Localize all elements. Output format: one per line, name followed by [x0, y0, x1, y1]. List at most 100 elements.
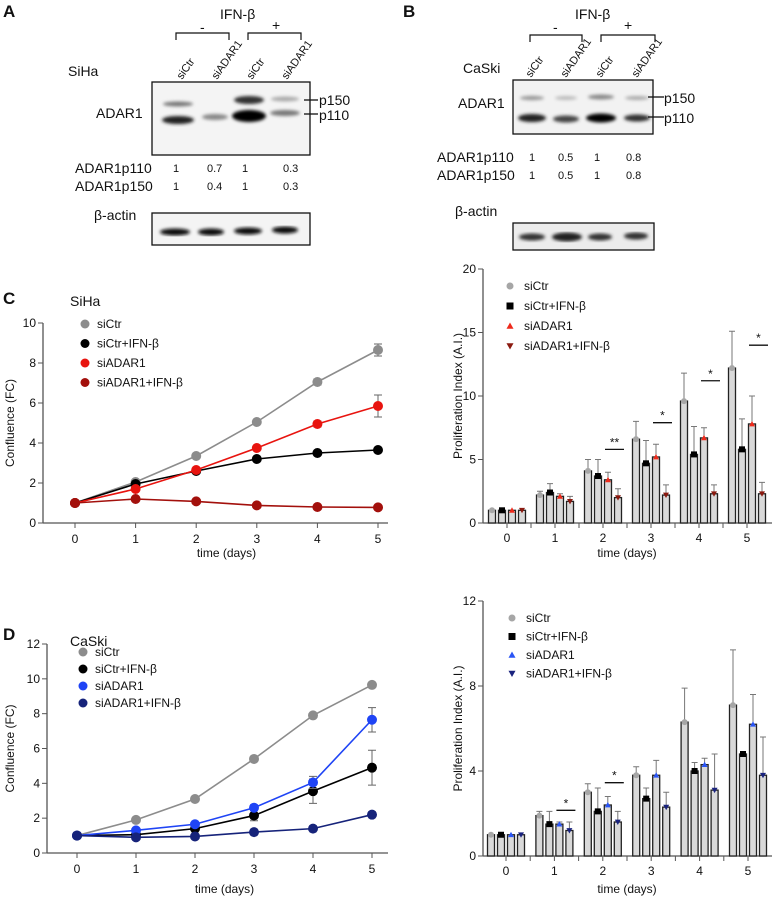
- mean-marker: [585, 467, 591, 474]
- y-tick-label: 4: [29, 436, 36, 450]
- data-point: [312, 377, 323, 387]
- y-axis-label: Confluence (FC): [3, 379, 17, 467]
- quant-value: 1: [594, 152, 600, 164]
- series-line: [74, 449, 379, 504]
- legend-marker: [506, 282, 514, 290]
- data-point: [191, 465, 202, 475]
- series-siCtr+IFN-β: [496, 751, 748, 857]
- significance-label: *: [756, 331, 761, 345]
- y-tick-label: 10: [23, 316, 37, 330]
- quant-value: 0.3: [283, 163, 298, 175]
- error-bar: [663, 791, 670, 808]
- y-tick-label: 8: [33, 707, 40, 721]
- lane-label: siCtr: [524, 54, 547, 80]
- bar: [709, 493, 719, 524]
- data-point: [367, 762, 377, 773]
- x-tick-label: 3: [648, 531, 655, 545]
- series-line: [74, 498, 379, 509]
- bar: [689, 453, 699, 524]
- data-point: [190, 831, 200, 842]
- mean-marker: [739, 446, 745, 453]
- mean-marker: [643, 795, 650, 802]
- bar: [486, 834, 496, 857]
- lane-label: siADAR1: [559, 36, 594, 79]
- mean-marker: [759, 491, 765, 497]
- legend-marker: [80, 339, 90, 348]
- loading-control-label: β-actin: [455, 203, 497, 219]
- legend-marker: [506, 322, 514, 329]
- error-bar: [760, 736, 766, 776]
- x-tick-label: 0: [72, 532, 79, 546]
- data-point: [191, 451, 202, 461]
- y-tick-label: 12: [27, 637, 41, 651]
- legend-marker: [78, 681, 88, 691]
- y-axis-label: Confluence (FC): [3, 704, 17, 792]
- mean-marker: [663, 492, 669, 499]
- bar: [710, 789, 719, 857]
- quant-value: 0.5: [558, 170, 573, 182]
- y-tick-label: 0: [469, 849, 476, 863]
- bar: [642, 797, 651, 857]
- mean-marker: [615, 495, 621, 501]
- mean-marker: [691, 768, 698, 774]
- error-bar: [681, 687, 688, 723]
- legend-marker: [506, 302, 514, 310]
- quant-value: 1: [529, 170, 535, 182]
- x-tick-label: 2: [599, 864, 606, 878]
- mean-marker: [681, 719, 688, 726]
- mean-marker: [546, 821, 553, 828]
- error-bar: [711, 753, 718, 791]
- x-tick-label: 4: [314, 532, 321, 546]
- mean-marker: [663, 804, 670, 811]
- cell-line-label: SiHa: [70, 293, 101, 309]
- minus-label: -: [200, 19, 205, 35]
- error-bar: [749, 395, 755, 424]
- mean-marker: [547, 489, 553, 496]
- data-point: [373, 345, 383, 355]
- mean-marker: [566, 828, 573, 834]
- data-point: [308, 710, 318, 721]
- bar: [662, 806, 671, 857]
- x-tick-label: 2: [600, 531, 607, 545]
- bar: [565, 829, 574, 857]
- y-tick-label: 4: [33, 776, 40, 790]
- legend-label: siADAR1: [526, 648, 575, 662]
- series-siADAR1+IFN-β: [517, 481, 767, 524]
- quant-values: 1 0.5 1 0.8 1 0.5 1 0.8: [529, 152, 641, 182]
- error-bar: [739, 418, 745, 450]
- data-point: [249, 827, 259, 838]
- lane-label: siADAR1: [210, 38, 245, 81]
- series-siCtr: [486, 649, 738, 857]
- y-tick-label: 12: [463, 594, 477, 608]
- bar: [583, 470, 593, 524]
- C-proliferation-chart: 0 5 10 15 20 Proliferation Index (A.I.) 0 1 2 3 4 5…: [451, 262, 772, 560]
- bar: [613, 821, 622, 857]
- protein-label: ADAR1: [96, 105, 143, 121]
- bar: [555, 495, 565, 524]
- x-tick-label: 4: [696, 864, 703, 878]
- legend-marker: [80, 378, 90, 387]
- bar: [555, 823, 564, 857]
- lane-bracket: [175, 32, 302, 40]
- mean-marker: [711, 491, 717, 497]
- mean-marker: [653, 772, 660, 778]
- series-siADAR1: [72, 707, 377, 841]
- quant-value: 1: [529, 152, 535, 164]
- quant-row-label: ADAR1p110: [75, 160, 152, 176]
- mean-marker: [643, 460, 649, 467]
- legend-label: siCtr+IFN-β: [526, 630, 588, 644]
- y-tick-label: 5: [469, 453, 476, 467]
- lane-label: siADAR1: [630, 36, 665, 79]
- cell-line-label: CaSki: [463, 60, 500, 76]
- data-point: [131, 825, 141, 836]
- quant-value: 1: [173, 163, 179, 175]
- legend-label: siADAR1: [97, 356, 146, 370]
- quant-value: 1: [242, 181, 248, 193]
- significance-label: *: [612, 769, 617, 783]
- series-line: [76, 813, 373, 839]
- panel-label: A: [3, 2, 15, 21]
- lane-label: siCtr: [245, 56, 268, 82]
- series-siADAR1+IFN-β: [72, 809, 377, 843]
- mean-marker: [489, 507, 495, 514]
